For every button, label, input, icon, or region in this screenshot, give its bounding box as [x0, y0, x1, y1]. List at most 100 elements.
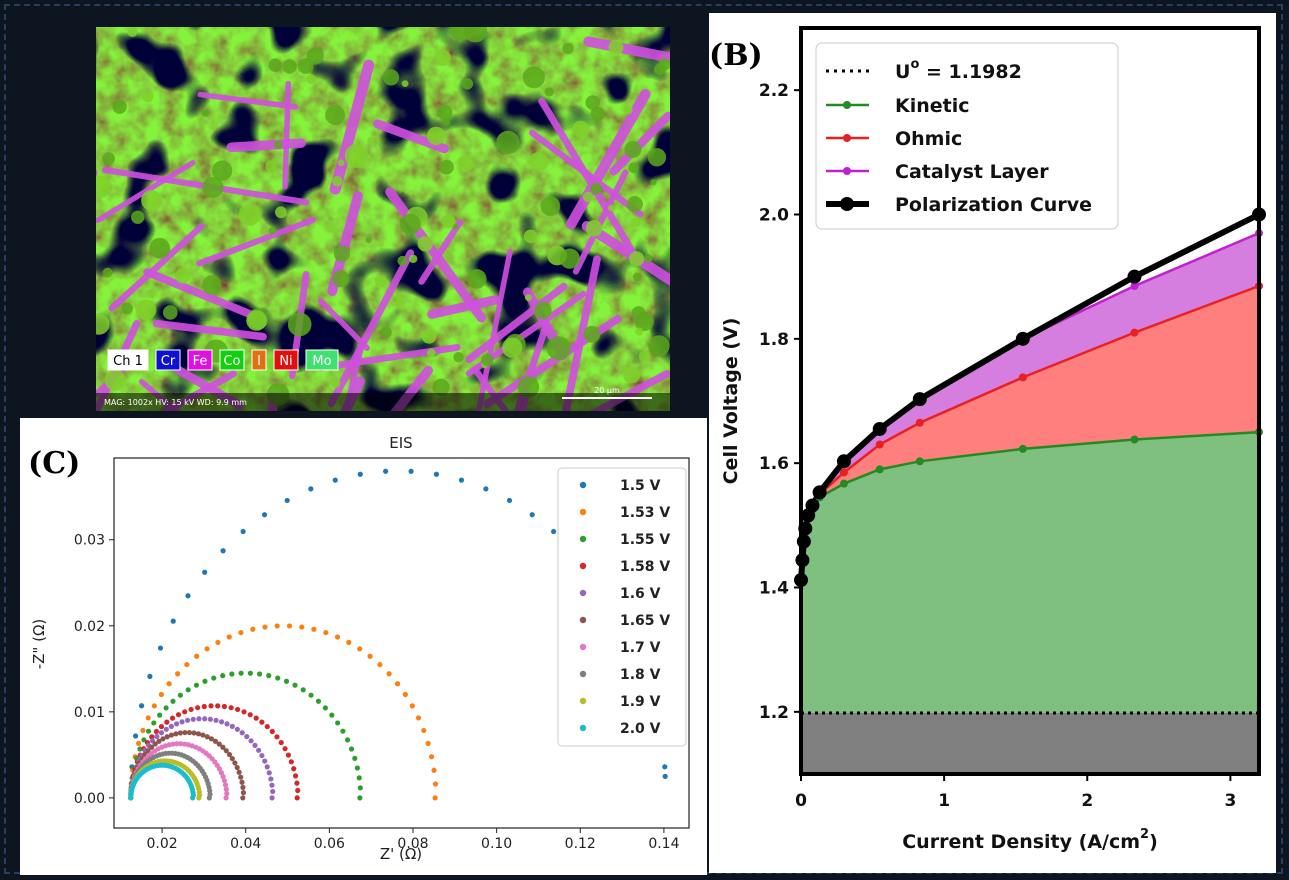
- particle: [463, 27, 488, 43]
- eis-point-1-58-V: [221, 703, 228, 710]
- eds-legend-label: Mo: [312, 354, 331, 369]
- eis-point-1-5-V: [506, 497, 513, 504]
- fiber: [159, 370, 237, 411]
- eis-point-1-7-V: [178, 741, 184, 747]
- x-tick-label: 0.10: [481, 836, 512, 852]
- eis-point-1-6-V: [269, 782, 275, 788]
- eis-point-1-5-V: [220, 548, 226, 554]
- eis-point-1-5-V: [261, 512, 268, 518]
- particle: [585, 95, 601, 110]
- y-tick-label: 0.00: [74, 791, 105, 807]
- eis-point-1-55-V: [256, 671, 263, 677]
- panel-label-c: (C): [28, 446, 80, 481]
- eis-point-1-55-V: [308, 692, 314, 698]
- eis-point-1-55-V: [220, 673, 226, 679]
- eis-point-1-5-V: [433, 471, 440, 477]
- particle: [523, 229, 538, 244]
- reversible-voltage-area: [801, 712, 1259, 774]
- eis-point-1-53-V: [432, 781, 439, 787]
- eis-point-1-58-V: [228, 705, 234, 711]
- eis-point-1-7-V: [218, 770, 225, 776]
- eis-point-1-58-V: [169, 715, 176, 721]
- eis-point-1-53-V: [215, 639, 221, 646]
- eis-point-1-53-V: [274, 623, 280, 629]
- particle: [104, 369, 126, 391]
- particle: [421, 328, 437, 344]
- x-axis-label: Current Density (A/cm2): [902, 827, 1158, 853]
- point-polarization-curve: [912, 392, 927, 407]
- particle: [434, 49, 452, 67]
- particle: [265, 160, 277, 172]
- particle: [141, 190, 162, 211]
- particle: [461, 78, 474, 90]
- legend-marker: [579, 643, 587, 651]
- y-tick-label: 1.2: [759, 703, 789, 723]
- particle: [607, 204, 615, 212]
- eis-point-1-5-V: [147, 673, 153, 679]
- legend-label: 1.58 V: [620, 559, 670, 575]
- particle: [287, 312, 312, 337]
- eds-element-legend: Ch 1 Cr Fe Co I Ni Mo: [107, 349, 339, 371]
- fiber: [583, 36, 670, 63]
- eis-point-1-53-V: [323, 629, 329, 636]
- point-polarization-curve: [796, 534, 811, 549]
- point-catalyst-layer: [1130, 281, 1139, 290]
- particle: [635, 327, 644, 336]
- particle: [559, 248, 580, 269]
- eis-point-1-53-V: [262, 624, 268, 630]
- particle: [333, 245, 351, 263]
- eis-point-1-5-V: [458, 477, 465, 483]
- eis-point-1-55-V: [137, 746, 143, 752]
- legend-entries: 1.5 V 1.53 V 1.55 V 1.58 V 1.6 V 1.65 V 1.7 V 1…: [579, 478, 670, 737]
- particle: [427, 348, 436, 358]
- fiber: [528, 129, 644, 218]
- particle: [540, 196, 561, 216]
- eds-map-svg: Ch 1 Cr Fe Co I Ni Mo MAG: 1002x HV: 15 kV WD:…: [96, 27, 670, 411]
- particle: [481, 353, 494, 367]
- eis-point-1-6-V: [224, 721, 230, 727]
- particle: [583, 325, 601, 343]
- eis-point-1-5-V: [185, 593, 191, 599]
- eis-panel: 0.02 0.04 0.06 0.08 0.10 0.12 0.14 0.00 0.01 0.02…: [20, 418, 707, 875]
- eis-point-1-5-V: [240, 528, 246, 535]
- area-kinetic: [801, 432, 1259, 713]
- eis-point-1-5-V: [202, 569, 208, 575]
- eis-point-1-58-V: [264, 723, 270, 730]
- y-axis-label: -Z" (Ω): [30, 619, 48, 670]
- eis-points: [128, 468, 668, 801]
- eis-point-1-53-V: [402, 691, 408, 698]
- particle: [426, 126, 446, 146]
- eis-point-1-55-V: [283, 678, 290, 684]
- fiber: [196, 216, 316, 267]
- eis-point-1-6-V: [202, 716, 208, 722]
- eis-point-1-58-V: [291, 766, 297, 772]
- particle: [325, 105, 346, 125]
- eis-point-1-65-V: [152, 741, 158, 747]
- eis-point-1-55-V: [348, 746, 355, 752]
- particle: [326, 222, 336, 233]
- particle: [496, 130, 520, 155]
- particle: [395, 293, 403, 301]
- particle: [408, 254, 418, 264]
- fiber: [226, 138, 306, 153]
- particle: [102, 267, 113, 278]
- legend-label: 1.9 V: [620, 694, 661, 710]
- y-tick-label: 2.2: [759, 81, 789, 101]
- particle: [306, 47, 324, 65]
- particle: [282, 59, 297, 74]
- eis-point-1-65-V: [200, 732, 206, 738]
- eis-point-1-55-V: [335, 720, 341, 726]
- particle: [201, 109, 209, 117]
- x-tick-label: 0.04: [230, 836, 261, 852]
- eis-point-1-65-V: [232, 760, 238, 766]
- point-ohmic: [1018, 373, 1027, 382]
- legend-u0-label: Uo = 1.1982: [895, 57, 1022, 83]
- eis-point-1-5-V: [662, 764, 668, 770]
- polarization-chart: 0 1 2 3 1.2 1.4 1.6 1.8 2.0 2.2 (B) Uo = 1.1982 K…: [709, 26, 1266, 853]
- eis-point-1-58-V: [274, 734, 280, 740]
- eis-point-1-55-V: [329, 712, 335, 718]
- eis-point-1-65-V: [148, 744, 155, 750]
- fiber: [418, 219, 464, 285]
- legend-marker: [579, 481, 587, 489]
- eis-point-1-55-V: [145, 728, 152, 734]
